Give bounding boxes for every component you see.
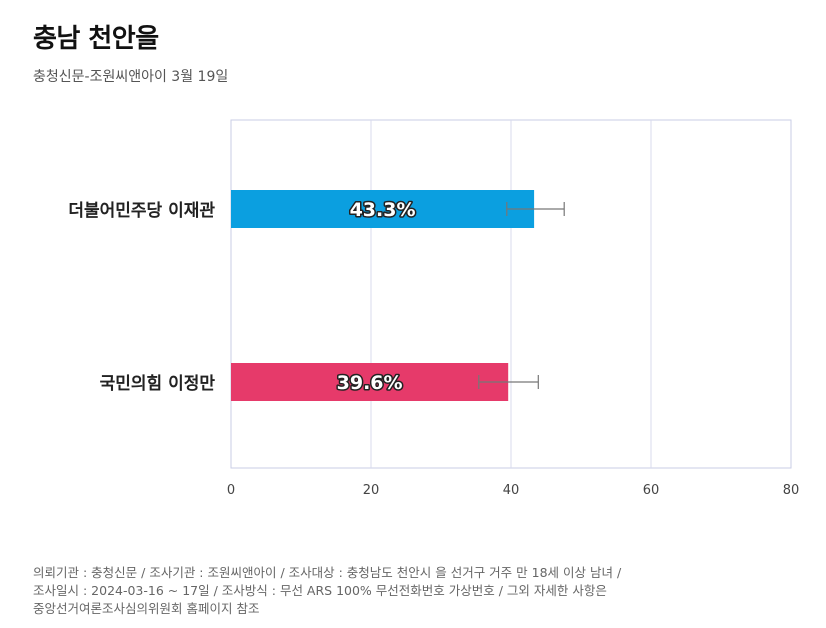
survey-footnote: 의뢰기관 : 충청신문 / 조사기관 : 조원씨앤아이 / 조사대상 : 충청남…	[33, 564, 803, 618]
category-label: 더불어민주당 이재관	[68, 201, 215, 221]
x-tick-label: 20	[363, 483, 380, 498]
category-label: 국민의힘 이정만	[100, 373, 216, 394]
data-label: 39.6%	[337, 372, 403, 394]
page-subtitle: 충청신문-조원씨앤아이 3월 19일	[33, 69, 229, 85]
footnote-line: 조사일시 : 2024-03-16 ~ 17일 / 조사방식 : 무선 ARS …	[33, 583, 607, 598]
bar	[231, 363, 509, 401]
x-tick-label: 80	[783, 483, 800, 498]
x-tick-label: 60	[643, 483, 660, 498]
footnote-line: 중앙선거여론조사심의위원회 홈페이지 참조	[33, 601, 260, 616]
data-label: 43.3%	[350, 199, 416, 221]
page-title: 충남 천안을	[33, 24, 159, 54]
footnote-line: 의뢰기관 : 충청신문 / 조사기관 : 조원씨앤아이 / 조사대상 : 충청남…	[33, 565, 622, 580]
bar	[231, 190, 535, 228]
x-tick-label: 0	[227, 483, 235, 498]
x-tick-label: 40	[503, 483, 520, 498]
